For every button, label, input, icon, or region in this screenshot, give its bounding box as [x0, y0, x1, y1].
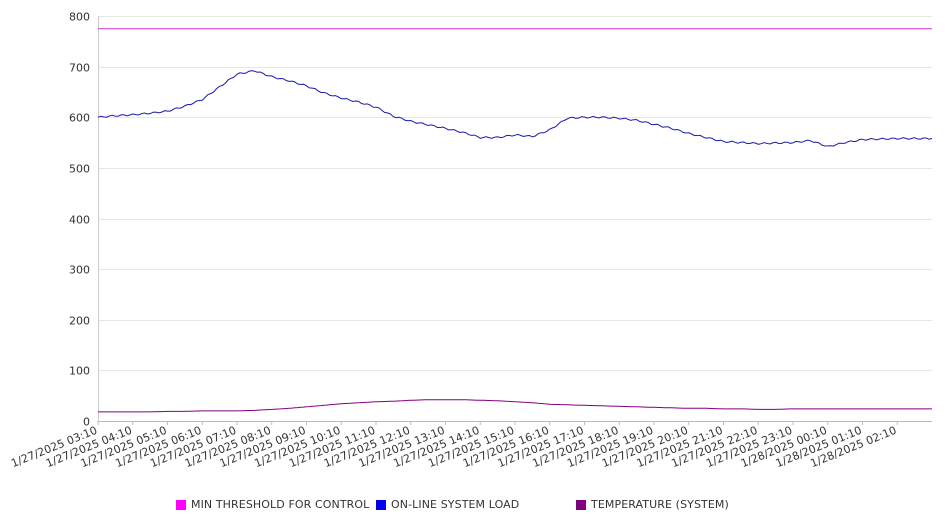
- y-tick-label: 600: [69, 112, 90, 125]
- legend-swatch-temperature: [576, 499, 586, 510]
- x-tick-labels: 1/27/2025 03:101/27/2025 04:101/27/2025 …: [9, 424, 898, 470]
- y-tick-label: 300: [69, 264, 90, 277]
- y-tick-label: 400: [69, 214, 90, 227]
- legend: MIN THRESHOLD FOR CONTROL ON-LINE SYSTEM…: [0, 498, 946, 514]
- y-tick-label: 100: [69, 365, 90, 378]
- legend-label-temperature: TEMPERATURE (SYSTEM): [591, 498, 729, 511]
- grid-lines: [98, 16, 932, 371]
- legend-swatch-system-load: [376, 499, 386, 510]
- legend-label-system-load: ON-LINE SYSTEM LOAD: [391, 498, 520, 511]
- legend-item-temperature: TEMPERATURE (SYSTEM): [576, 498, 729, 511]
- y-tick-label: 0: [83, 416, 90, 429]
- legend-label-min-threshold: MIN THRESHOLD FOR CONTROL: [191, 498, 370, 511]
- legend-item-system-load: ON-LINE SYSTEM LOAD: [376, 498, 519, 511]
- legend-item-min-threshold: MIN THRESHOLD FOR CONTROL: [176, 498, 369, 511]
- axes: [97, 16, 932, 425]
- y-tick-label: 200: [69, 315, 90, 328]
- y-tick-label: 700: [69, 62, 90, 75]
- y-tick-labels: 0 100 200 300 400 500 600 700 800: [69, 11, 90, 429]
- series-line-1: [97, 70, 933, 147]
- y-tick-label: 800: [69, 11, 90, 24]
- legend-swatch-min-threshold: [176, 499, 186, 510]
- y-tick-label: 500: [69, 163, 90, 176]
- series-line-2: [98, 399, 932, 413]
- series-lines: [97, 28, 933, 413]
